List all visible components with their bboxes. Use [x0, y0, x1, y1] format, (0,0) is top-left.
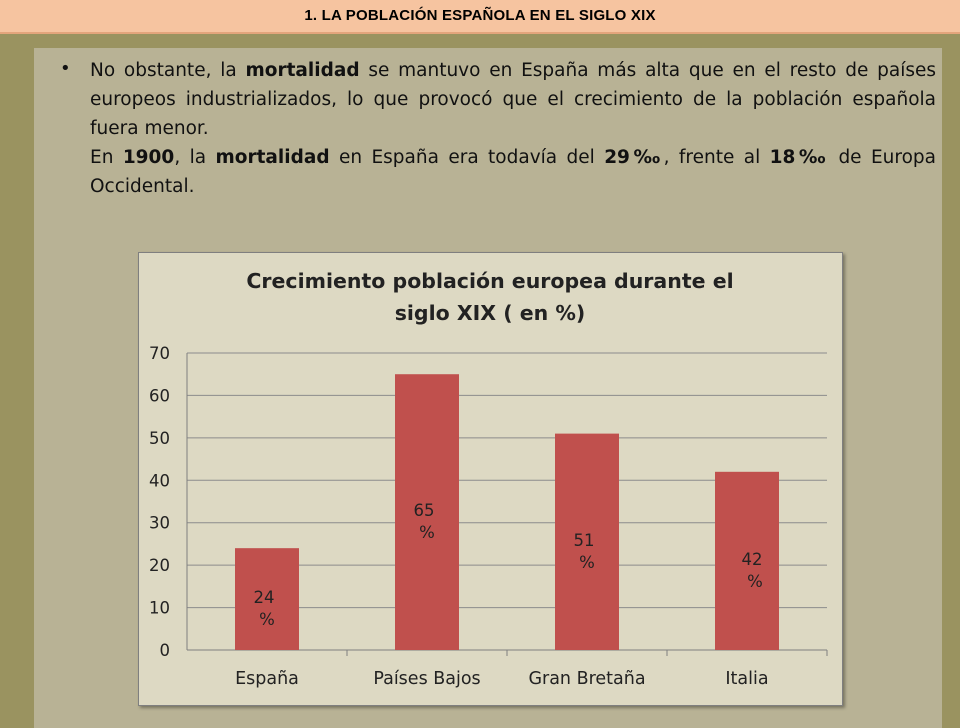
- x-category-label: Países Bajos: [373, 669, 480, 689]
- y-tick-label: 0: [160, 641, 171, 660]
- text-run: en España era todavía del: [329, 147, 605, 168]
- y-tick-label: 70: [149, 344, 170, 363]
- x-category-label: España: [235, 669, 299, 689]
- bar: [235, 548, 299, 650]
- chart-title-line: siglo XIX ( en %): [395, 301, 586, 325]
- text-run: , la: [174, 147, 216, 168]
- y-tick-label: 10: [149, 599, 170, 618]
- bullet-point-icon: •: [60, 58, 71, 79]
- chart-frame: Crecimiento población europea durante el…: [138, 252, 843, 706]
- bar-data-label: 51: [574, 531, 595, 550]
- paragraph-2: En 1900, la mortalidad en España era tod…: [90, 143, 936, 201]
- y-tick-label: 30: [149, 514, 170, 533]
- header-bar: 1. LA POBLACIÓN ESPAÑOLA EN EL SIGLO XIX: [0, 0, 960, 34]
- bar-data-label: 42: [742, 550, 763, 569]
- bullet-text: No obstante, la mortalidad se mantuvo en…: [90, 56, 936, 201]
- text-run: En: [90, 147, 123, 168]
- emphasis-rate-spain: 29‰: [604, 147, 664, 168]
- text-run: No obstante, la: [90, 60, 246, 81]
- emphasis-mortalidad: mortalidad: [245, 60, 360, 81]
- y-tick-label: 40: [149, 471, 170, 490]
- bar-data-label: 65: [414, 501, 435, 520]
- bar: [715, 471, 779, 650]
- text-run: de Europa Occidental.: [90, 147, 936, 197]
- text-run: , frente al: [663, 147, 770, 168]
- chart-title-line: Crecimiento población europea durante el: [246, 269, 733, 293]
- text-run: se mantuvo en España más alta que en el …: [90, 60, 936, 139]
- bar-data-label-unit: %: [747, 572, 763, 591]
- bar: [395, 374, 459, 650]
- y-tick-label: 50: [149, 429, 170, 448]
- y-tick-label: 60: [149, 386, 170, 405]
- bar: [555, 433, 619, 650]
- bar-data-label: 24: [254, 588, 275, 607]
- y-tick-label: 20: [149, 556, 170, 575]
- bar-chart: Crecimiento población europea durante el…: [149, 269, 828, 689]
- emphasis-rate-europe: 18‰: [769, 147, 830, 168]
- bar-data-label-unit: %: [259, 610, 275, 629]
- x-category-label: Gran Bretaña: [528, 669, 645, 689]
- x-category-label: Italia: [725, 669, 768, 689]
- emphasis-year: 1900: [122, 147, 175, 168]
- paragraph-1: No obstante, la mortalidad se mantuvo en…: [90, 56, 936, 143]
- slide-title: 1. LA POBLACIÓN ESPAÑOLA EN EL SIGLO XIX: [304, 7, 656, 24]
- emphasis-mortalidad: mortalidad: [215, 147, 330, 168]
- bar-data-label-unit: %: [579, 553, 595, 572]
- bar-data-label-unit: %: [419, 523, 435, 542]
